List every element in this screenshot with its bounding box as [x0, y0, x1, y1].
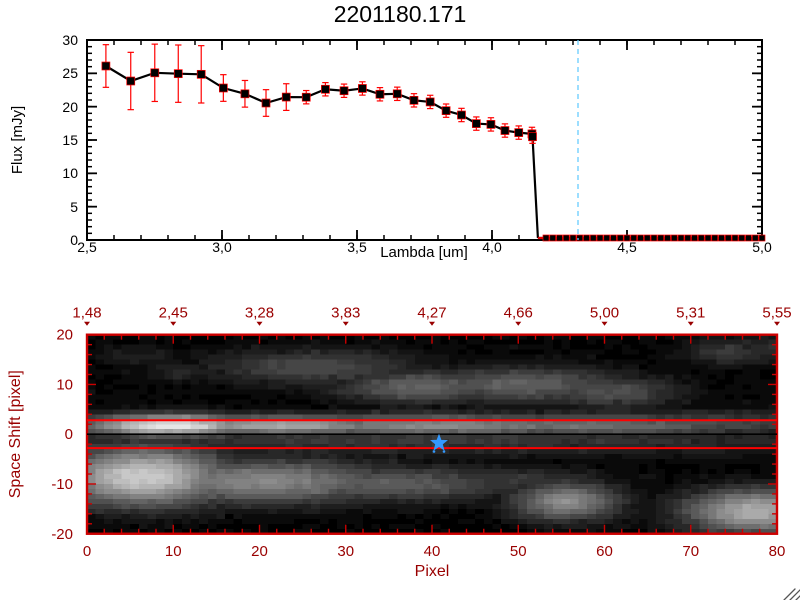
svg-text:4,27: 4,27: [417, 305, 446, 322]
svg-text:3,0: 3,0: [212, 239, 232, 255]
svg-text:2,45: 2,45: [159, 305, 188, 322]
svg-text:5,00: 5,00: [590, 305, 619, 322]
svg-text:4,0: 4,0: [482, 239, 502, 255]
svg-text:20: 20: [62, 99, 78, 115]
svg-text:0: 0: [70, 232, 78, 248]
svg-text:5: 5: [70, 199, 78, 215]
svg-text:20: 20: [56, 327, 73, 344]
svg-text:10: 10: [62, 165, 78, 181]
svg-text:5,55: 5,55: [762, 305, 791, 322]
svg-text:Flux [mJy]: Flux [mJy]: [9, 106, 26, 174]
svg-text:30: 30: [337, 543, 354, 560]
svg-text:3,28: 3,28: [245, 305, 274, 322]
svg-text:15: 15: [62, 132, 78, 148]
svg-text:1,48: 1,48: [72, 305, 101, 322]
svg-text:Pixel: Pixel: [415, 563, 450, 580]
svg-text:5,0: 5,0: [752, 239, 772, 255]
svg-text:80: 80: [769, 543, 786, 560]
svg-text:2201180.171: 2201180.171: [334, 1, 467, 27]
svg-text:70: 70: [682, 543, 699, 560]
svg-text:40: 40: [424, 543, 441, 560]
svg-text:10: 10: [56, 376, 73, 393]
svg-text:4,66: 4,66: [504, 305, 533, 322]
svg-text:-10: -10: [51, 476, 73, 493]
svg-text:4,5: 4,5: [617, 239, 637, 255]
svg-text:20: 20: [251, 543, 268, 560]
svg-text:2,5: 2,5: [77, 239, 97, 255]
svg-text:60: 60: [596, 543, 613, 560]
svg-text:10: 10: [165, 543, 182, 560]
svg-text:0: 0: [83, 543, 91, 560]
svg-text:Lambda [um]: Lambda [um]: [380, 244, 468, 260]
svg-text:Space Shift [pixel]: Space Shift [pixel]: [7, 370, 24, 498]
svg-text:0: 0: [65, 426, 73, 443]
svg-text:50: 50: [510, 543, 527, 560]
svg-text:25: 25: [62, 65, 78, 81]
svg-text:3,83: 3,83: [331, 305, 360, 322]
svg-text:3,5: 3,5: [347, 239, 367, 255]
svg-text:5,31: 5,31: [676, 305, 705, 322]
svg-text:30: 30: [62, 32, 78, 48]
svg-text:-20: -20: [51, 526, 73, 543]
